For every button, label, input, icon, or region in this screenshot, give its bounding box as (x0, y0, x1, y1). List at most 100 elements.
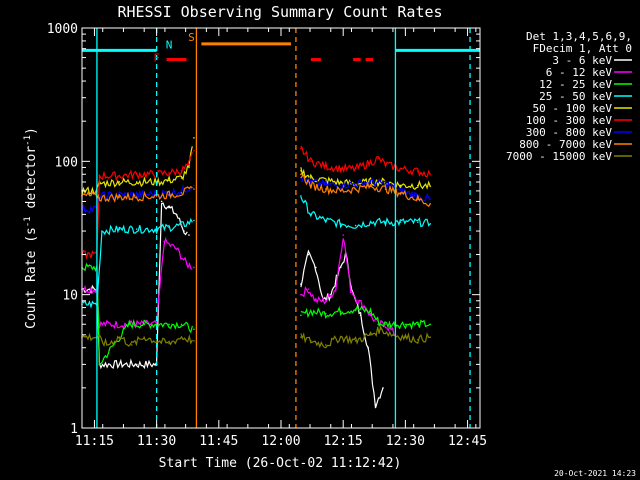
legend-header-1: FDecim 1, Att 0 (533, 42, 632, 55)
series-3-point-16 (399, 221, 402, 223)
legend-label-2: 12 - 25 keV (539, 78, 612, 91)
series-3-point-10 (310, 213, 312, 216)
series-8-point-18 (404, 336, 407, 338)
series-1-point-13 (342, 234, 344, 236)
series-7-point-7 (180, 192, 183, 194)
series-8-point-10 (300, 336, 302, 338)
series-3-point-18 (429, 223, 432, 225)
series-4-point-4 (135, 181, 138, 183)
series-5-point-9 (193, 149, 195, 152)
series-2-point-15 (379, 323, 382, 326)
series-2-point-12 (339, 310, 342, 313)
series-7-point-6 (168, 194, 170, 196)
series-7-point-13 (354, 188, 357, 190)
series-1-point-4 (163, 240, 165, 243)
series-0-point-6 (160, 200, 163, 203)
series-8-point-19 (417, 338, 419, 341)
series-3-point-11 (324, 219, 327, 222)
marker-s: S (188, 31, 195, 44)
series-5-point-17 (384, 163, 387, 166)
x-axis-label: Start Time (26-Oct-02 11:12:42) (159, 456, 402, 471)
series-8-point-12 (324, 344, 327, 346)
series-1-point-11 (324, 299, 327, 302)
series-2-point-4 (143, 323, 145, 326)
series-1-point-15 (357, 299, 359, 302)
series-1-point-7 (193, 266, 195, 269)
series-1-point-10 (315, 299, 317, 302)
series-3-point-2 (101, 230, 103, 232)
y-label-main: Count Rate (s (24, 227, 39, 329)
series-1-point-5 (175, 248, 178, 250)
series-2-point-13 (354, 308, 357, 310)
series-4-point-13 (339, 182, 342, 184)
series-7-point-11 (324, 188, 327, 190)
plot-area: FN S 11:15 11:30 11:45 12:00 12:15 12:30 12:45 1 1… (47, 22, 487, 449)
series-0-point-22 (382, 387, 384, 389)
legend-label-0: 3 - 6 keV (552, 54, 612, 67)
y-tick-label-2: 100 (55, 155, 78, 170)
series-1-point-14 (349, 288, 352, 290)
x-tick-label-2: 11:45 (199, 434, 238, 449)
series-6-point-11 (324, 183, 327, 186)
series-7-point-15 (384, 188, 387, 190)
y-tick-label-0: 1 (70, 422, 78, 437)
series-3-point-4 (135, 228, 138, 230)
series-0-point-9 (183, 230, 185, 232)
series-2-point-10 (310, 310, 312, 313)
series-0-point-20 (367, 346, 369, 349)
series-0-point-21 (374, 403, 377, 406)
y-tick-label-1: 10 (62, 289, 78, 304)
series-0-point-4 (135, 363, 138, 366)
series-8-point-20 (429, 336, 432, 338)
series-8-point-8 (180, 336, 183, 338)
y-label-sup2: -1 (23, 135, 33, 146)
series-7-point-16 (399, 192, 402, 194)
series-0-point-8 (175, 213, 178, 216)
series-7-point-2 (98, 197, 101, 199)
series-5-point-12 (324, 165, 327, 167)
series-2-point-8 (193, 328, 195, 331)
legend-label-1: 6 - 12 keV (546, 66, 613, 79)
series-0-point-16 (339, 266, 342, 269)
series-4-point-18 (417, 184, 419, 187)
series-1-point-6 (185, 263, 188, 265)
series-3-point-6 (168, 226, 170, 229)
series-5-point-8 (188, 163, 190, 166)
series-5-point-20 (429, 173, 432, 176)
series-3-point-15 (384, 221, 387, 223)
series-6-point-8 (193, 184, 195, 187)
series-5-point-4 (135, 173, 138, 176)
x-tick-label-0: 11:15 (75, 434, 114, 449)
series-line-7 (81, 173, 431, 208)
series-6-point-7 (180, 190, 183, 192)
series-2-point-17 (404, 323, 407, 326)
series-7-point-3 (118, 196, 121, 198)
series-3-point-17 (417, 221, 419, 223)
series-3-point-9 (300, 195, 302, 197)
series-8-point-13 (339, 336, 342, 338)
series-3-point-8 (193, 219, 195, 222)
series-6-point-14 (369, 181, 372, 183)
series-7-point-4 (135, 196, 138, 198)
series-6-point-16 (399, 190, 402, 192)
series-5-point-13 (339, 167, 342, 170)
series-line-8 (81, 325, 431, 349)
series-1-point-9 (307, 288, 310, 290)
series-3-point-13 (354, 224, 357, 227)
legend-label-3: 25 - 50 keV (539, 90, 612, 103)
series-3-point-12 (339, 223, 342, 225)
x-tick-label-5: 12:30 (386, 434, 425, 449)
series-5-point-6 (168, 172, 170, 174)
chart-title: RHESSI Observing Summary Count Rates (117, 3, 442, 21)
series-0-point-13 (315, 266, 317, 269)
series-8-point-6 (155, 340, 158, 342)
series-4-point-6 (168, 179, 170, 182)
series-4-point-7 (180, 177, 183, 179)
series-8-point-5 (143, 336, 145, 338)
series-7-point-8 (193, 188, 195, 190)
series-1-point-17 (369, 314, 372, 317)
legend-label-8: 7000 - 15000 keV (506, 150, 612, 163)
series-6-point-15 (384, 182, 387, 185)
x-tick-label-4: 12:15 (324, 434, 363, 449)
